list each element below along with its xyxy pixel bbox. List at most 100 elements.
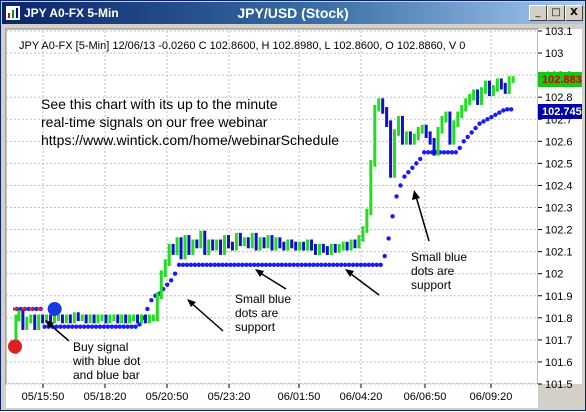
- support-dot: [212, 262, 217, 268]
- y-tick-label: 102.3: [545, 203, 573, 215]
- x-tick-label: 06/06:50: [404, 391, 447, 403]
- support-dot: [208, 262, 213, 268]
- support-dot: [335, 262, 340, 268]
- support-dot: [338, 262, 344, 268]
- support-dot: [402, 174, 407, 179]
- support-dot: [453, 150, 459, 155]
- support-dot: [58, 324, 63, 329]
- support-dot: [133, 324, 138, 329]
- support-dot: [323, 262, 328, 268]
- y-tick-label: 102.8: [545, 92, 573, 104]
- support-annotation-mid: Small blue dots are support: [187, 269, 291, 334]
- support-dot: [279, 262, 285, 268]
- support-dot: [42, 324, 47, 329]
- support-dot: [113, 324, 119, 329]
- support-dot: [319, 262, 324, 268]
- support-dot: [109, 324, 115, 329]
- support-dot: [259, 262, 265, 268]
- support-dot: [493, 112, 498, 118]
- promo-url[interactable]: https://www.wintick.com/home/webinarSche…: [41, 132, 339, 148]
- y-tick-label: 101.5: [545, 379, 573, 391]
- support-dot: [101, 324, 107, 329]
- support-dot: [216, 262, 221, 268]
- buy-dot: [47, 301, 62, 316]
- support-dot: [85, 324, 91, 329]
- support-dot: [267, 262, 273, 268]
- support-dot: [497, 110, 502, 115]
- support-dot: [307, 262, 312, 268]
- buy-label-3: and blue bar: [73, 368, 140, 382]
- support-dot: [275, 262, 281, 268]
- support-dot: [165, 282, 170, 287]
- support-dot: [350, 262, 356, 268]
- support-arrow-1-head: [187, 299, 196, 307]
- support-dot: [354, 262, 360, 268]
- support-dot: [508, 107, 514, 112]
- x-tick-label: 06/01:50: [278, 391, 321, 403]
- y-tick-label: 103: [545, 48, 563, 60]
- support-dot: [457, 145, 462, 151]
- support-dot: [406, 170, 411, 175]
- support-dot: [489, 114, 494, 120]
- support-dot: [145, 306, 150, 312]
- x-tick-label: 05/23:20: [208, 391, 251, 403]
- support-dot: [255, 262, 261, 268]
- support-dot: [232, 262, 237, 268]
- support-dot: [105, 324, 111, 329]
- support-dot: [117, 324, 122, 329]
- support-dot: [362, 262, 368, 268]
- y-tick-label: 102.2: [545, 225, 573, 237]
- support-dot: [287, 262, 292, 268]
- support-dot: [172, 271, 178, 276]
- support-arrow-3: [346, 270, 380, 296]
- chart-title: JPY/USD (Stock): [237, 5, 349, 21]
- support-arrow-4-head: [412, 190, 420, 200]
- support-dot: [386, 236, 391, 241]
- support-dot: [418, 156, 423, 162]
- minimize-button[interactable]: _: [529, 5, 547, 21]
- buy-arrow-head: [45, 320, 54, 328]
- support-right-label-2: dots are: [411, 264, 455, 278]
- support-dot: [62, 324, 67, 329]
- support-dot: [485, 117, 490, 122]
- close-button[interactable]: X: [565, 5, 583, 21]
- support-dot: [54, 324, 59, 329]
- support-dot: [398, 183, 403, 188]
- y-tick-label: 102: [545, 269, 563, 281]
- support-dot: [200, 262, 205, 268]
- x-axis-ticks: 05/15:50 05/18:20 05/20:50 05/23:20 06/01:50…: [22, 384, 512, 403]
- support-dot: [358, 262, 364, 268]
- y-tick-label: 101.7: [545, 335, 573, 347]
- support-dot: [74, 324, 79, 329]
- support-dot: [346, 262, 352, 268]
- support-dot: [180, 262, 186, 268]
- support-dot: [66, 324, 71, 329]
- support-dot: [188, 262, 194, 268]
- maximize-button[interactable]: □: [547, 5, 565, 21]
- support-dot: [410, 165, 415, 170]
- support-dot: [370, 262, 375, 268]
- support-dot: [441, 150, 447, 155]
- signal-markers: [8, 301, 62, 354]
- support-dot: [125, 324, 130, 329]
- support-arrow-1: [188, 300, 224, 332]
- support-mid-label-1: Small blue: [235, 292, 291, 306]
- price-bars: [14, 76, 515, 355]
- support-arrow-3-head: [345, 269, 354, 277]
- support-right-label-1: Small blue: [411, 250, 467, 264]
- support-dot: [93, 324, 99, 329]
- support-dot: [283, 262, 289, 268]
- support-dot: [168, 278, 174, 283]
- y-tick-label: 101.6: [545, 357, 573, 369]
- promo-line-2: real-time signals on our free webinar: [41, 114, 268, 130]
- sell-dot: [8, 339, 22, 354]
- support-dot: [422, 150, 427, 155]
- support-annotation-right: Small blue dots are support: [345, 190, 467, 296]
- support-dot: [196, 262, 202, 268]
- support-dot: [501, 108, 506, 113]
- support-dot: [236, 262, 241, 268]
- support-dot: [378, 262, 383, 268]
- buy-signal-annotation: Buy signal with blue dot and blue bar: [45, 320, 141, 382]
- x-tick-label: 05/20:50: [146, 391, 189, 403]
- title-bar: JPY A0-FX 5-Min JPY/USD (Stock) _ □ X: [2, 2, 584, 24]
